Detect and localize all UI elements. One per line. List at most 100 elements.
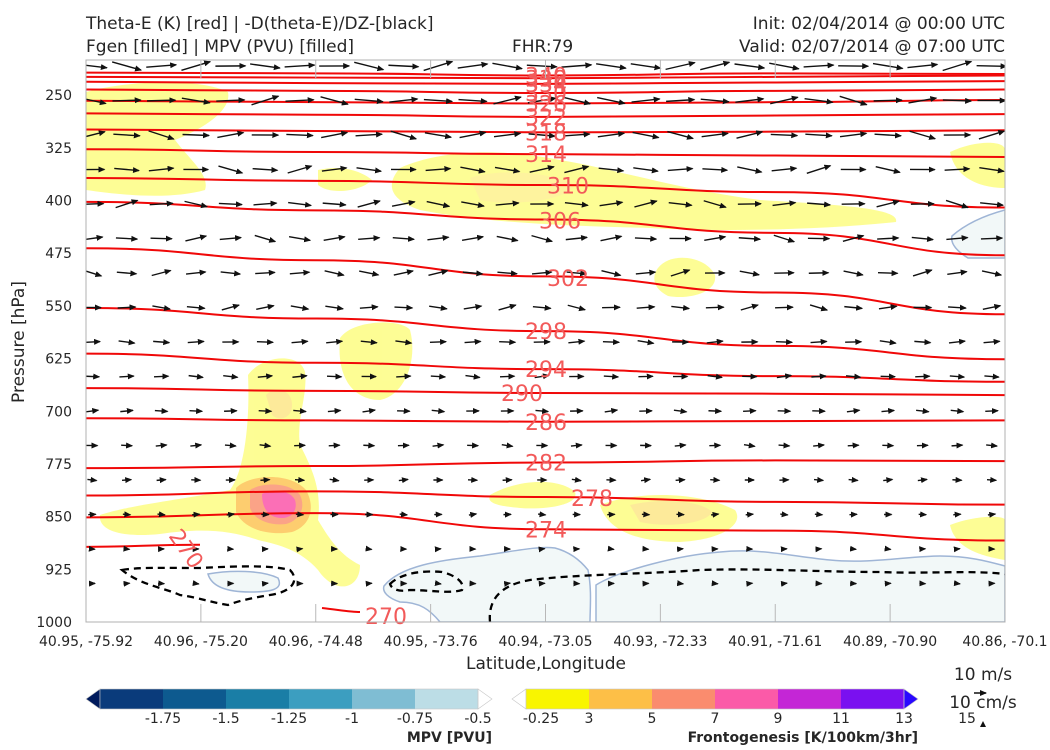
wind-arrow xyxy=(734,63,766,71)
wind-arrow xyxy=(568,338,586,345)
wind-arrow xyxy=(704,234,727,241)
fgen-colorbar-segment xyxy=(778,689,842,709)
mpv-colorbar-tick: -1.5 xyxy=(212,711,239,727)
y-tick-label: 775 xyxy=(45,457,72,473)
wind-arrow xyxy=(224,407,238,414)
fgen-colorbar-segment xyxy=(715,689,779,709)
wind-arrow xyxy=(181,97,211,105)
wind-arrow xyxy=(295,511,305,518)
wind-arrow xyxy=(217,130,245,139)
mpv-area-lower-left xyxy=(207,570,281,593)
mpv-colorbar-segment xyxy=(226,689,290,709)
wind-arrow xyxy=(596,63,627,71)
wind-arrow xyxy=(878,304,898,311)
wind-arrow xyxy=(634,235,658,242)
theta-e-contour-270-surface xyxy=(321,607,361,613)
x-tick-label: 40.96, -74.48 xyxy=(269,634,363,650)
wind-arrow xyxy=(121,477,133,484)
wind-arrow xyxy=(461,234,485,241)
wind-arrow xyxy=(874,132,903,139)
wind-arrow xyxy=(711,511,720,518)
wind-arrow xyxy=(365,545,373,552)
wind-arrow xyxy=(706,338,724,345)
wind-arrow xyxy=(399,511,409,518)
wind-arrow xyxy=(495,200,520,207)
wind-arrow xyxy=(427,234,450,241)
dthetae-dz-contours xyxy=(119,565,1005,622)
theta-e-contour-282 xyxy=(86,459,1005,470)
wind-arrow xyxy=(493,95,522,105)
wind-arrow xyxy=(917,477,928,484)
fgen-colorbar-segment xyxy=(526,689,590,709)
wind-arrow xyxy=(393,269,414,276)
mpv-colorbar-tick: -0.75 xyxy=(397,711,433,727)
wind-arrow xyxy=(216,97,246,104)
wind-arrow xyxy=(602,339,621,346)
wind-arrow xyxy=(778,442,791,449)
mpv-colorbar-extend-low xyxy=(85,688,101,710)
wind-arrow xyxy=(630,63,662,71)
wind-arrow xyxy=(185,234,208,242)
wind-arrow xyxy=(534,373,550,380)
wind-arrow xyxy=(121,442,134,449)
mpv-colorbar-segment xyxy=(352,689,416,709)
wind-arrow xyxy=(251,95,280,106)
x-tick-label: 40.95, -73.76 xyxy=(384,634,478,650)
wind-arrow xyxy=(465,373,481,380)
wind-arrow xyxy=(112,97,142,104)
fgen-colorbar-extend-high xyxy=(903,688,919,710)
x-tick-label: 40.86, -70.1 xyxy=(962,634,1047,650)
wind-arrow xyxy=(288,201,313,208)
wind-arrow xyxy=(459,130,487,139)
wind-arrow xyxy=(184,200,209,209)
wind-arrow xyxy=(289,269,311,276)
wind-arrow xyxy=(151,269,172,277)
mpv-colorbar-tick: -0.5 xyxy=(464,711,491,727)
theta-e-contour-334 xyxy=(86,80,1005,85)
y-axis-ticks: 250 325 400 475 550 625 700 775 850 925 1000 xyxy=(36,88,72,631)
wind-arrow xyxy=(219,235,243,242)
wind-vectors xyxy=(86,60,1005,587)
wind-arrow xyxy=(805,132,833,139)
wind-arrow xyxy=(987,511,997,518)
theta-e-label-322: 322 xyxy=(525,106,567,131)
wind-arrow xyxy=(944,166,971,173)
fgen-colorbar-segment xyxy=(589,689,653,709)
wind-arrow xyxy=(631,96,661,103)
wind-arrow xyxy=(847,442,860,449)
fgen-area-upper-mid xyxy=(318,168,372,192)
y-tick-label: 925 xyxy=(45,562,72,578)
theta-e-contour-338 xyxy=(86,74,1005,80)
wind-arrow xyxy=(844,304,864,311)
wind-arrow xyxy=(149,200,174,207)
wind-arrow xyxy=(458,98,488,105)
wind-arrow xyxy=(667,166,694,173)
x-tick-label: 40.89, -70.90 xyxy=(843,634,937,650)
fgen-colorbar-tick: 3 xyxy=(585,711,594,727)
wind-arrow xyxy=(288,236,312,243)
mpv-colorbar-tick: -0.25 xyxy=(523,711,559,727)
plot-frame xyxy=(85,59,1006,623)
wind-arrow xyxy=(260,477,271,484)
wind-arrow xyxy=(188,373,204,380)
wind-arrow xyxy=(358,235,381,242)
wind-arrow xyxy=(463,304,483,310)
wind-arrow xyxy=(119,373,135,380)
wind-arrow xyxy=(976,63,1005,70)
wind-arrow xyxy=(115,199,139,209)
wind-arrow xyxy=(354,61,385,72)
fgen-colorbar-tick: 15 xyxy=(958,711,976,727)
wind-arrow xyxy=(780,511,789,518)
x-tick-label: 40.91, -71.61 xyxy=(728,634,822,650)
fgen-area-lightorange-3 xyxy=(470,172,575,203)
wind-arrow xyxy=(564,165,590,174)
wind-arrow xyxy=(953,580,961,587)
wind-arrow xyxy=(354,98,384,105)
theta-e-label-282: 282 xyxy=(525,452,567,477)
wind-arrow xyxy=(666,96,696,103)
wind-arrow xyxy=(284,62,316,69)
wind-arrow xyxy=(771,165,798,172)
wind-arrow xyxy=(952,476,963,483)
wind-key-vertical: 10 cm/s xyxy=(949,693,1017,713)
wind-arrow xyxy=(700,98,730,105)
